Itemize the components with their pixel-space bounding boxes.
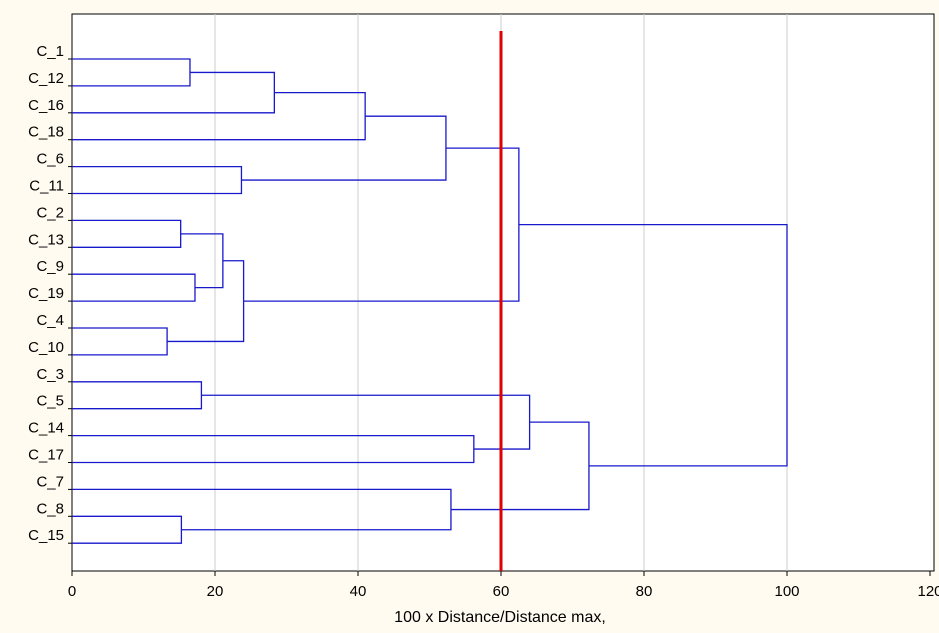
leaf-label: C_16	[28, 97, 64, 114]
leaf-label: C_7	[36, 473, 64, 490]
x-tick-label: 0	[68, 583, 76, 600]
leaf-label: C_2	[36, 204, 64, 221]
leaf-label: C_13	[28, 231, 64, 248]
x-tick-label: 20	[207, 583, 224, 600]
dendrogram-branches	[72, 58, 788, 544]
leaf-label: C_17	[28, 447, 64, 464]
plot-area	[71, 13, 935, 572]
x-tick-label: 40	[350, 583, 367, 600]
leaf-label: C_4	[36, 312, 64, 329]
leaf-labels: C_1 C_12 C_16 C_18 C_6 C_11 C_2 C_13 C_9 C_19 C_4 C…	[28, 43, 72, 544]
leaf-label: C_15	[28, 527, 64, 544]
leaf-label: C_12	[28, 70, 64, 87]
leaf-label: C_11	[29, 178, 64, 195]
dendrogram-link	[518, 223, 788, 467]
leaf-label: C_8	[36, 500, 64, 517]
leaf-label: C_18	[28, 124, 64, 141]
leaf-label: C_10	[28, 339, 64, 356]
x-axis: 0 20 40 60 80 100 120	[68, 571, 939, 600]
leaf-label: C_3	[36, 366, 64, 383]
leaf-label: C_14	[28, 420, 64, 437]
leaf-label: C_9	[36, 258, 64, 275]
x-tick-label: 120	[917, 583, 939, 600]
leaf-label: C_6	[36, 151, 64, 168]
x-tick-label: 60	[493, 583, 510, 600]
x-axis-label: 100 x Distance/Distance max,	[394, 609, 606, 626]
x-tick-label: 80	[636, 583, 653, 600]
leaf-label: C_19	[28, 285, 64, 302]
x-tick-label: 100	[774, 583, 799, 600]
leaf-label: C_5	[36, 393, 64, 410]
leaf-label: C_1	[36, 43, 64, 60]
